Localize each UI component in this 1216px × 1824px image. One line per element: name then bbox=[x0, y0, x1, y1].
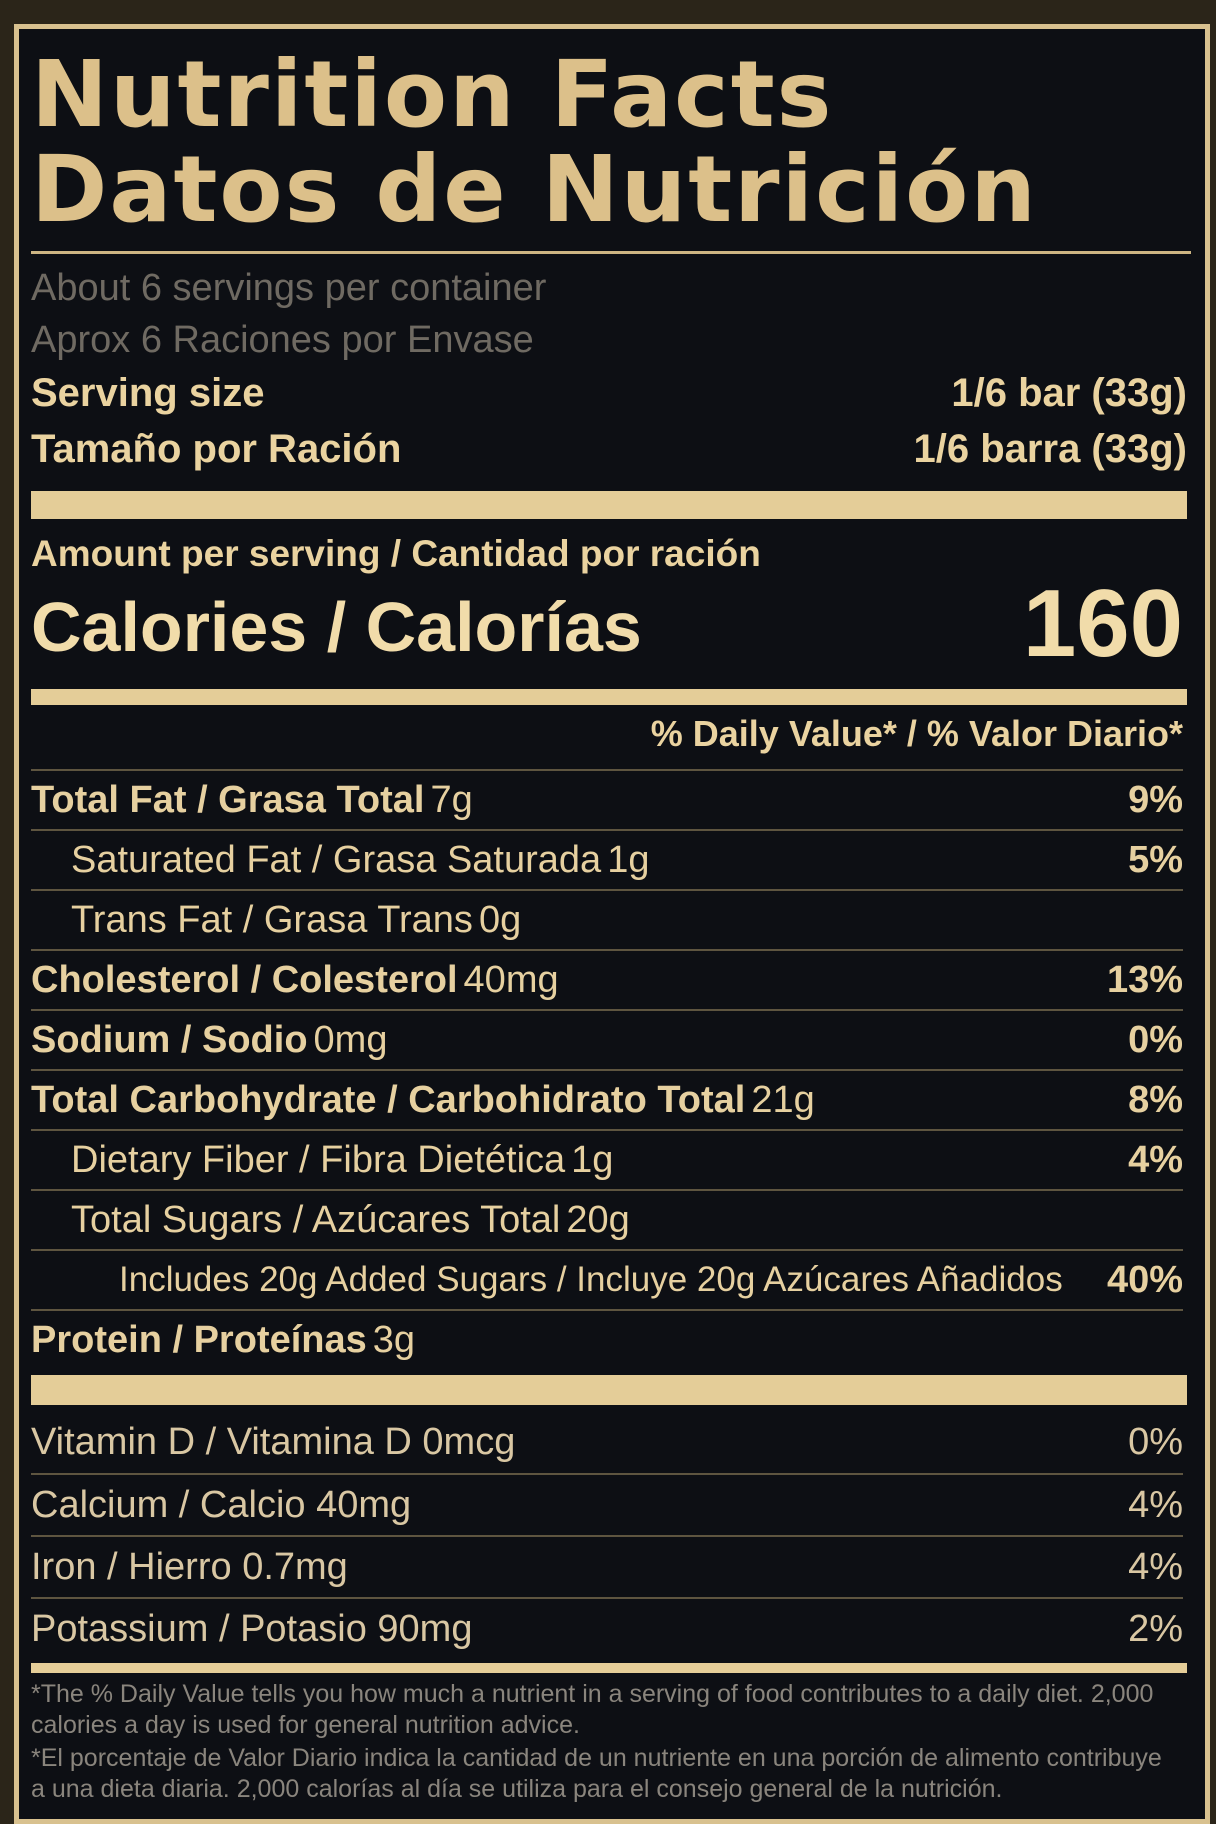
nutrient-row-sodium: Sodium / Sodio 0mg 0% bbox=[31, 1009, 1183, 1069]
nutrient-name: Sodium / Sodio bbox=[31, 1018, 308, 1061]
nutrient-name: Total Fat / Grasa Total bbox=[31, 778, 425, 821]
nutrient-row-total-carbohydrate: Total Carbohydrate / Carbohidrato Total 2… bbox=[31, 1069, 1183, 1129]
vitamin-name: Iron / Hierro bbox=[31, 1545, 232, 1588]
vitamin-percent: 0% bbox=[1128, 1420, 1183, 1463]
nutrient-amount: 7g bbox=[430, 778, 473, 821]
amount-per-serving: Amount per serving / Cantidad por ración bbox=[31, 533, 761, 574]
nutrient-amount: 1g bbox=[607, 838, 650, 881]
vitamin-amount: 0.7mg bbox=[242, 1545, 348, 1588]
vitamin-row-potassium: Potassium / Potasio 90mg 2% bbox=[31, 1597, 1183, 1659]
title-spanish: Datos de Nutrición bbox=[31, 136, 1038, 243]
vitamin-amount: 40mg bbox=[316, 1483, 412, 1526]
title-divider bbox=[31, 251, 1191, 254]
nutrient-name: Total Sugars / Azúcares Total bbox=[71, 1198, 561, 1241]
nutrient-amount: 0g bbox=[478, 898, 522, 941]
vitamin-name: Vitamin D / Vitamina D bbox=[31, 1420, 412, 1463]
serving-size-label-en: Serving size bbox=[31, 371, 265, 415]
vitamin-percent: 2% bbox=[1128, 1607, 1183, 1650]
nutrient-row-total-sugars: Total Sugars / Azúcares Total 20g bbox=[31, 1189, 1183, 1249]
vitamin-row-calcium: Calcium / Calcio 40mg 4% bbox=[31, 1473, 1183, 1535]
nutrient-amount: 0mg bbox=[313, 1018, 388, 1061]
nutrient-name: Includes 20g Added Sugars / Incluye 20g … bbox=[119, 1260, 1063, 1299]
nutrient-row-protein: Protein / Proteínas 3g bbox=[31, 1309, 1183, 1369]
vitamin-name: Calcium / Calcio bbox=[31, 1483, 306, 1526]
vitamin-name: Potassium / Potasio bbox=[31, 1607, 367, 1650]
nutrient-percent: 4% bbox=[1128, 1138, 1183, 1181]
nutrient-name: Total Carbohydrate / Carbohidrato Total bbox=[31, 1078, 746, 1121]
nutrient-name: Protein / Proteínas bbox=[31, 1318, 367, 1361]
vitamin-row-vitamin-d: Vitamin D / Vitamina D 0mcg 0% bbox=[31, 1411, 1183, 1473]
calories-divider bbox=[31, 689, 1187, 705]
thick-divider-top bbox=[31, 491, 1187, 519]
nutrient-row-saturated-fat: Saturated Fat / Grasa Saturada 1g 5% bbox=[31, 829, 1183, 889]
nutrient-row-added-sugars: Includes 20g Added Sugars / Incluye 20g … bbox=[31, 1249, 1183, 1309]
title-english: Nutrition Facts bbox=[31, 41, 834, 148]
nutrient-name: Saturated Fat / Grasa Saturada bbox=[71, 838, 602, 881]
nutrient-percent: 0% bbox=[1128, 1018, 1183, 1061]
vitamin-percent: 4% bbox=[1128, 1483, 1183, 1526]
servings-per-container-en: About 6 servings per container bbox=[31, 267, 547, 309]
nutrient-amount: 3g bbox=[372, 1318, 416, 1361]
calories-value: 160 bbox=[1022, 570, 1183, 677]
nutrient-percent: 9% bbox=[1128, 778, 1183, 821]
serving-size-row-es: Tamaño por Ración 1/6 barra (33g) bbox=[31, 427, 1187, 472]
vitamin-percent: 4% bbox=[1128, 1545, 1183, 1588]
nutrient-amount: 20g bbox=[566, 1198, 630, 1241]
nutrient-row-dietary-fiber: Dietary Fiber / Fibra Dietética 1g 4% bbox=[31, 1129, 1183, 1189]
nutrient-row-cholesterol: Cholesterol / Colesterol 40mg 13% bbox=[31, 949, 1183, 1009]
serving-size-row-en: Serving size 1/6 bar (33g) bbox=[31, 371, 1187, 416]
vitamin-amount: 0mcg bbox=[422, 1420, 516, 1463]
serving-size-value-en: 1/6 bar (33g) bbox=[951, 371, 1187, 415]
nutrient-percent: 5% bbox=[1128, 838, 1183, 881]
nutrient-row-trans-fat: Trans Fat / Grasa Trans 0g bbox=[31, 889, 1183, 949]
calories-label: Calories / Calorías bbox=[31, 588, 642, 666]
nutrient-amount: 1g bbox=[571, 1138, 614, 1181]
thick-divider-vitamins bbox=[31, 1375, 1187, 1405]
nutrition-label: Nutrition Facts Datos de Nutrición About… bbox=[14, 24, 1210, 1824]
nutrient-amount: 40mg bbox=[463, 958, 559, 1001]
nutrient-amount: 21g bbox=[751, 1078, 815, 1121]
daily-value-header: % Daily Value* / % Valor Diario* bbox=[650, 713, 1183, 754]
nutrient-percent: 13% bbox=[1106, 958, 1183, 1001]
footnote-divider bbox=[31, 1663, 1187, 1673]
nutrient-name: Trans Fat / Grasa Trans bbox=[71, 898, 473, 941]
footnote-english: *The % Daily Value tells you how much a … bbox=[31, 1680, 1154, 1739]
serving-size-value-es: 1/6 barra (33g) bbox=[913, 427, 1187, 471]
nutrient-name: Cholesterol / Colesterol bbox=[31, 958, 458, 1001]
nutrient-row-total-fat: Total Fat / Grasa Total 7g 9% bbox=[31, 769, 1183, 829]
serving-size-label-es: Tamaño por Ración bbox=[31, 427, 402, 471]
footnote-spanish: *El porcentaje de Valor Diario indica la… bbox=[31, 1744, 1162, 1803]
nutrient-name: Dietary Fiber / Fibra Dietética bbox=[71, 1138, 566, 1181]
vitamin-row-iron: Iron / Hierro 0.7mg 4% bbox=[31, 1535, 1183, 1597]
nutrient-percent: 8% bbox=[1128, 1078, 1183, 1121]
servings-per-container-es: Aprox 6 Raciones por Envase bbox=[31, 319, 534, 361]
nutrient-percent: 40% bbox=[1106, 1258, 1183, 1301]
vitamin-amount: 90mg bbox=[377, 1607, 473, 1650]
